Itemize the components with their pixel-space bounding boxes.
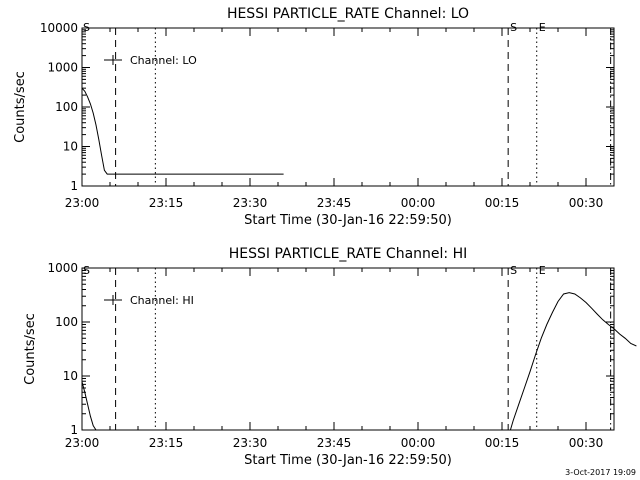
series-line [81,292,637,431]
chart-title: HESSI PARTICLE_RATE Channel: LO [227,6,469,22]
y-tick-label: 10 [63,369,78,383]
chart-panel-lo: HESSI PARTICLE_RATE Channel: LO 23:00 23:1… [13,6,615,228]
x-tick-label: 23:30 [233,436,268,450]
timestamp-text: 3-Oct-2017 19:09 [565,468,636,477]
x-axis-label: Start Time (30-Jan-16 22:59:50) [244,213,452,228]
x-tick-label: 00:30 [569,436,604,450]
x-tick-label: 00:00 [401,196,436,210]
y-tick-label: 1 [70,179,78,193]
y-tick-label: 100 [55,315,78,329]
time-marker-label: E [539,21,546,34]
x-tick-label: 23:45 [317,196,352,210]
series-line [81,87,284,175]
time-marker-label: S [83,21,90,34]
chart-panel-hi: HESSI PARTICLE_RATE Channel: HI 23:00 23:1… [23,246,637,468]
time-marker-label: S [510,264,517,277]
x-tick-label: 00:00 [401,436,436,450]
time-marker-label: S [83,264,90,277]
y-tick-label: 10 [63,140,78,154]
x-tick-label: 23:45 [317,436,352,450]
y-tick-label: 10000 [40,21,78,35]
time-marker-label: S [510,21,517,34]
x-axis-label: Start Time (30-Jan-16 22:59:50) [244,453,452,468]
y-tick-label: 1000 [47,61,78,75]
y-axis-label: Counts/sec [13,71,28,143]
y-axis-label: Counts/sec [23,313,38,385]
legend-label: Channel: HI [130,294,194,307]
y-tick-label: 100 [55,100,78,114]
y-tick-label: 1000 [47,261,78,275]
x-tick-label: 00:30 [569,196,604,210]
y-tick-label: 1 [70,423,78,437]
x-tick-label: 00:15 [485,436,520,450]
x-tick-label: 23:00 [65,196,100,210]
x-tick-label: 23:15 [149,196,184,210]
x-tick-label: 00:15 [485,196,520,210]
time-marker-label: E [539,264,546,277]
chart-title: HESSI PARTICLE_RATE Channel: HI [229,246,467,262]
x-tick-label: 23:15 [149,436,184,450]
x-tick-label: 23:00 [65,436,100,450]
legend-label: Channel: LO [130,54,197,67]
x-tick-label: 23:30 [233,196,268,210]
